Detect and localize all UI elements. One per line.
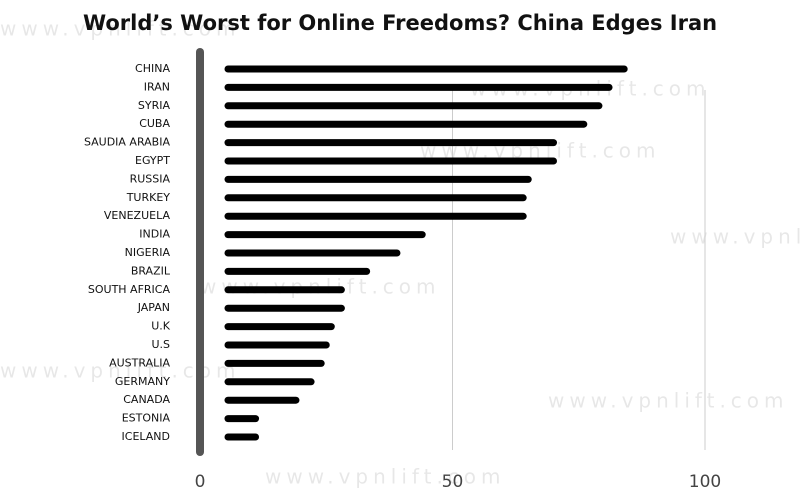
y-tick-label: CHINA [135, 62, 170, 75]
y-tick-label: ICELAND [122, 430, 170, 443]
x-tick-label: 50 [442, 472, 464, 492]
watermark: www.vpnlift.com [670, 225, 800, 249]
y-tick-label: EGYPT [135, 154, 170, 167]
watermark: www.vpnlift.com [0, 17, 241, 41]
y-tick-label: CANADA [123, 393, 170, 406]
y-tick-label: AUSTRALIA [109, 356, 170, 369]
y-tick-label: VENEZUELA [104, 209, 171, 222]
y-tick-label: BRAZIL [131, 264, 171, 277]
y-tick-label: U.K [151, 320, 171, 333]
x-tick-label: 100 [689, 472, 721, 492]
y-tick-label: INDIA [139, 228, 170, 241]
y-tick-label: ESTONIA [122, 412, 171, 425]
y-tick-label: NIGERIA [125, 246, 171, 259]
y-tick-label: IRAN [144, 80, 170, 93]
watermark: www.vpnlift.com [265, 465, 506, 489]
chart-title: World’s Worst for Online Freedoms? China… [83, 11, 717, 35]
y-tick-label: U.S [151, 338, 170, 351]
x-tick-label: 0 [195, 472, 206, 492]
watermark: www.vpnlift.com [548, 389, 789, 413]
y-tick-label: SYRIA [138, 99, 171, 112]
y-tick-label: JAPAN [137, 301, 170, 314]
y-tick-label: SAUDIA ARABIA [84, 136, 171, 149]
y-tick-label: RUSSIA [130, 172, 171, 185]
y-tick-label: TURKEY [126, 191, 171, 204]
y-tick-label: SOUTH AFRICA [88, 283, 171, 296]
y-tick-label: GERMANY [115, 375, 170, 388]
y-tick-label: CUBA [139, 117, 170, 130]
